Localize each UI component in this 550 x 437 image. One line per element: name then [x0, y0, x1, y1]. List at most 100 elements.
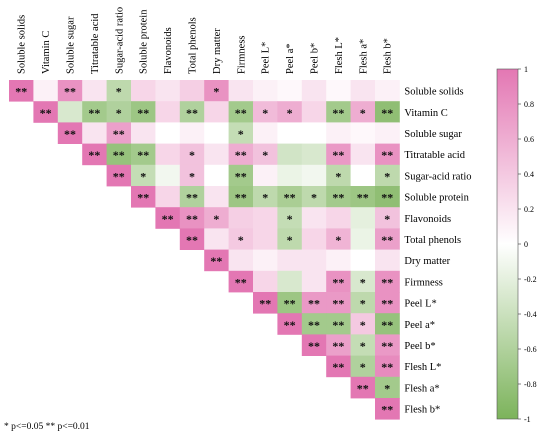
- heatmap-cell: [326, 292, 351, 314]
- heatmap-cell: [228, 207, 254, 229]
- heatmap-cell: [277, 313, 303, 335]
- heatmap-cell: [277, 292, 303, 314]
- row-label-soluble-solids: Soluble solids: [404, 87, 463, 98]
- heatmap-cell: [350, 355, 376, 378]
- heatmap-cell: [155, 143, 181, 166]
- column-label-flesh-l: Flesh L*: [334, 37, 345, 74]
- row-label-sugar-acid-ratio: Sugar-acid ratio: [404, 171, 471, 182]
- significance-mark: **: [357, 381, 369, 395]
- row-label-peel-l: Peel L*: [404, 299, 436, 310]
- row-label-dry-matter: Dry matter: [404, 256, 450, 267]
- colorbar-tick-label: -0.8: [524, 380, 537, 389]
- heatmap-cell: [179, 207, 205, 229]
- significance-mark: *: [213, 212, 219, 226]
- significance-mark: **: [381, 106, 393, 120]
- heatmap-cell: [204, 186, 229, 208]
- significance-mark: **: [113, 127, 125, 141]
- row-label-peel-a: Peel a*: [404, 320, 435, 331]
- colorbar-tick-label: 0.6: [524, 135, 534, 144]
- column-label-flesh-b: Flesh b*: [383, 38, 394, 74]
- row-label-soluble-sugar: Soluble sugar: [404, 129, 462, 140]
- significance-mark: *: [287, 212, 293, 226]
- column-label-titratable-acid: Titratable acid: [90, 13, 101, 74]
- heatmap-cell: [204, 80, 229, 102]
- heatmap-cell: [253, 270, 278, 293]
- significance-mark: **: [381, 148, 393, 162]
- heatmap-cell: [277, 80, 303, 102]
- heatmap-cell: [131, 164, 156, 187]
- heatmap-cell: [253, 228, 278, 250]
- heatmap-cell: [326, 101, 351, 123]
- significance-mark: **: [332, 275, 344, 289]
- significance-mark: **: [381, 339, 393, 353]
- column-label-peel-b: Peel b*: [310, 43, 321, 74]
- heatmap-cell: [131, 122, 156, 144]
- colorbar: 1 0.8 0.6 0.4 0.2 0 -0.2 -0.4 -0.6 -0.8 -1: [496, 65, 537, 424]
- significance-mark: *: [189, 169, 195, 183]
- heatmap-cell: [253, 186, 278, 208]
- heatmap-cell: [106, 143, 132, 166]
- heatmap-cell: [253, 292, 278, 314]
- heatmap-cell: [277, 270, 303, 293]
- heatmap-cell: [301, 249, 327, 272]
- heatmap-cell: [204, 228, 229, 250]
- heatmap-cell: [375, 376, 400, 399]
- column-label-soluble-solids: Soluble solids: [17, 15, 28, 74]
- heatmap-cell: [277, 101, 303, 123]
- colorbar-tick-label: -0.2: [524, 275, 537, 284]
- heatmap-cell: [253, 249, 278, 272]
- heatmap-cell: [326, 164, 351, 187]
- heatmap-cell: [155, 80, 181, 102]
- significance-mark: **: [88, 106, 100, 120]
- heatmap-cell: [350, 186, 376, 208]
- significance-footnote: * p<=0.05 ** p<=0.01: [4, 422, 90, 432]
- column-label-dry-matter: Dry matter: [212, 28, 223, 74]
- heatmap-cell: [277, 249, 303, 272]
- significance-mark: **: [357, 191, 369, 205]
- significance-mark: **: [332, 148, 344, 162]
- colorbar-tick-label: 0.4: [524, 170, 534, 179]
- column-label-sugar-acid-ratio: Sugar-acid ratio: [114, 7, 125, 74]
- significance-mark: **: [381, 275, 393, 289]
- heatmap-cell: [375, 249, 400, 272]
- significance-mark: *: [311, 191, 317, 205]
- heatmap-cell: [301, 313, 327, 335]
- heatmap-cell: [277, 122, 303, 144]
- significance-mark: **: [162, 212, 174, 226]
- row-label-peel-b: Peel b*: [404, 341, 435, 352]
- heatmap-cell: [350, 376, 376, 399]
- heatmap-cell: [326, 270, 351, 293]
- heatmap-cell: [228, 122, 254, 144]
- heatmap-cell: [204, 101, 229, 123]
- colorbar-tick-label: -0.4: [524, 310, 537, 319]
- heatmap-cell: [253, 143, 278, 166]
- significance-mark: **: [235, 148, 247, 162]
- significance-mark: **: [137, 148, 149, 162]
- significance-mark: **: [113, 169, 125, 183]
- heatmap-cell: [350, 207, 376, 229]
- significance-mark: **: [284, 318, 296, 332]
- heatmap-cell: [301, 207, 327, 229]
- heatmap-cell: [350, 292, 376, 314]
- significance-mark: *: [360, 106, 366, 120]
- significance-mark: *: [360, 275, 366, 289]
- heatmap-cell: [375, 270, 400, 293]
- significance-mark: *: [189, 148, 195, 162]
- significance-mark: **: [88, 148, 100, 162]
- row-label-flesh-b: Flesh b*: [404, 405, 440, 416]
- heatmap-cell: [375, 207, 400, 229]
- heatmap-cell: [179, 122, 205, 144]
- significance-mark: **: [284, 297, 296, 311]
- significance-mark: *: [360, 360, 366, 374]
- significance-mark: **: [259, 297, 271, 311]
- heatmap-cell: [131, 80, 156, 102]
- heatmap-cell: [326, 186, 351, 208]
- heatmap-cell: [228, 80, 254, 102]
- heatmap-cell: [350, 164, 376, 187]
- heatmap-cell: [375, 122, 400, 144]
- significance-mark: **: [332, 360, 344, 374]
- heatmap-cell: [375, 398, 400, 420]
- significance-mark: **: [186, 191, 198, 205]
- heatmap-cell: [131, 186, 156, 208]
- significance-mark: **: [381, 318, 393, 332]
